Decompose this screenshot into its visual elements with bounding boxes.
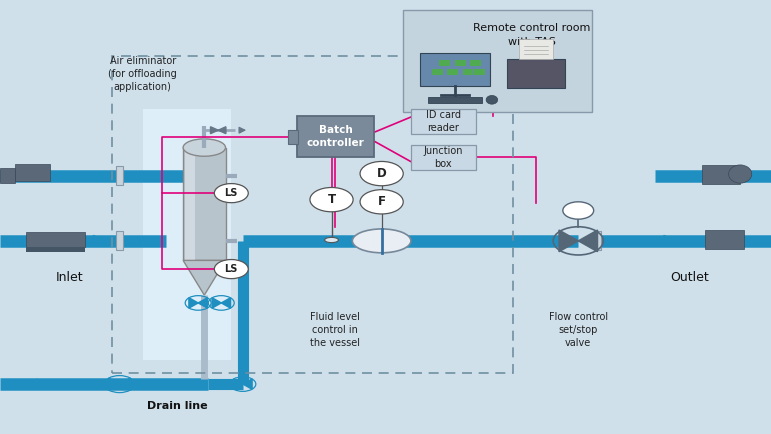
Text: LS: LS bbox=[224, 188, 238, 198]
Circle shape bbox=[310, 187, 353, 212]
Polygon shape bbox=[243, 379, 252, 389]
Text: T: T bbox=[328, 193, 335, 206]
FancyBboxPatch shape bbox=[455, 60, 466, 66]
Text: ID card
reader: ID card reader bbox=[426, 110, 461, 133]
Circle shape bbox=[360, 161, 403, 186]
FancyBboxPatch shape bbox=[594, 231, 601, 250]
Text: LS: LS bbox=[224, 264, 238, 274]
Polygon shape bbox=[198, 298, 207, 308]
FancyBboxPatch shape bbox=[428, 97, 482, 103]
Text: Outlet: Outlet bbox=[671, 271, 709, 284]
Text: Flow control
set/stop
valve: Flow control set/stop valve bbox=[549, 312, 608, 348]
Polygon shape bbox=[120, 378, 130, 390]
Text: Junction
box: Junction box bbox=[423, 145, 463, 169]
Circle shape bbox=[563, 202, 594, 219]
Text: Inlet: Inlet bbox=[56, 271, 83, 284]
FancyBboxPatch shape bbox=[705, 230, 744, 249]
FancyBboxPatch shape bbox=[420, 53, 490, 86]
Text: Fluid level
control in
the vessel: Fluid level control in the vessel bbox=[311, 312, 360, 348]
FancyBboxPatch shape bbox=[463, 69, 473, 75]
FancyBboxPatch shape bbox=[15, 164, 50, 181]
Polygon shape bbox=[189, 298, 198, 308]
Circle shape bbox=[360, 190, 403, 214]
FancyBboxPatch shape bbox=[432, 69, 443, 75]
FancyBboxPatch shape bbox=[0, 168, 15, 183]
Polygon shape bbox=[559, 230, 578, 252]
FancyBboxPatch shape bbox=[519, 39, 553, 59]
Polygon shape bbox=[234, 379, 243, 389]
FancyBboxPatch shape bbox=[474, 69, 485, 75]
Polygon shape bbox=[210, 127, 218, 134]
FancyBboxPatch shape bbox=[26, 247, 85, 252]
FancyBboxPatch shape bbox=[116, 166, 123, 185]
Ellipse shape bbox=[183, 139, 225, 156]
FancyBboxPatch shape bbox=[439, 60, 450, 66]
FancyBboxPatch shape bbox=[26, 232, 85, 247]
Circle shape bbox=[214, 184, 248, 203]
FancyBboxPatch shape bbox=[507, 59, 565, 88]
Circle shape bbox=[214, 260, 248, 279]
Ellipse shape bbox=[486, 95, 498, 104]
FancyBboxPatch shape bbox=[410, 145, 476, 170]
FancyBboxPatch shape bbox=[297, 116, 374, 157]
FancyBboxPatch shape bbox=[185, 148, 195, 260]
Ellipse shape bbox=[729, 165, 752, 183]
FancyBboxPatch shape bbox=[143, 108, 231, 360]
Text: D: D bbox=[377, 167, 386, 180]
FancyBboxPatch shape bbox=[183, 148, 226, 260]
Text: F: F bbox=[378, 195, 386, 208]
FancyBboxPatch shape bbox=[116, 231, 123, 250]
Text: Drain line: Drain line bbox=[147, 401, 207, 411]
Text: Remote control room
with TAS: Remote control room with TAS bbox=[473, 23, 591, 47]
FancyBboxPatch shape bbox=[288, 130, 298, 144]
FancyBboxPatch shape bbox=[447, 69, 458, 75]
FancyBboxPatch shape bbox=[402, 10, 591, 112]
Polygon shape bbox=[183, 260, 226, 295]
FancyBboxPatch shape bbox=[470, 60, 481, 66]
Ellipse shape bbox=[325, 237, 338, 243]
FancyBboxPatch shape bbox=[702, 165, 740, 184]
Polygon shape bbox=[109, 378, 120, 390]
Ellipse shape bbox=[352, 229, 411, 253]
Text: Air eliminator
(for offloading
application): Air eliminator (for offloading applicati… bbox=[108, 56, 177, 92]
Polygon shape bbox=[221, 298, 231, 308]
Polygon shape bbox=[578, 230, 598, 252]
Polygon shape bbox=[218, 127, 226, 134]
Polygon shape bbox=[212, 298, 221, 308]
Text: Batch
controller: Batch controller bbox=[307, 125, 364, 148]
FancyBboxPatch shape bbox=[410, 109, 476, 134]
